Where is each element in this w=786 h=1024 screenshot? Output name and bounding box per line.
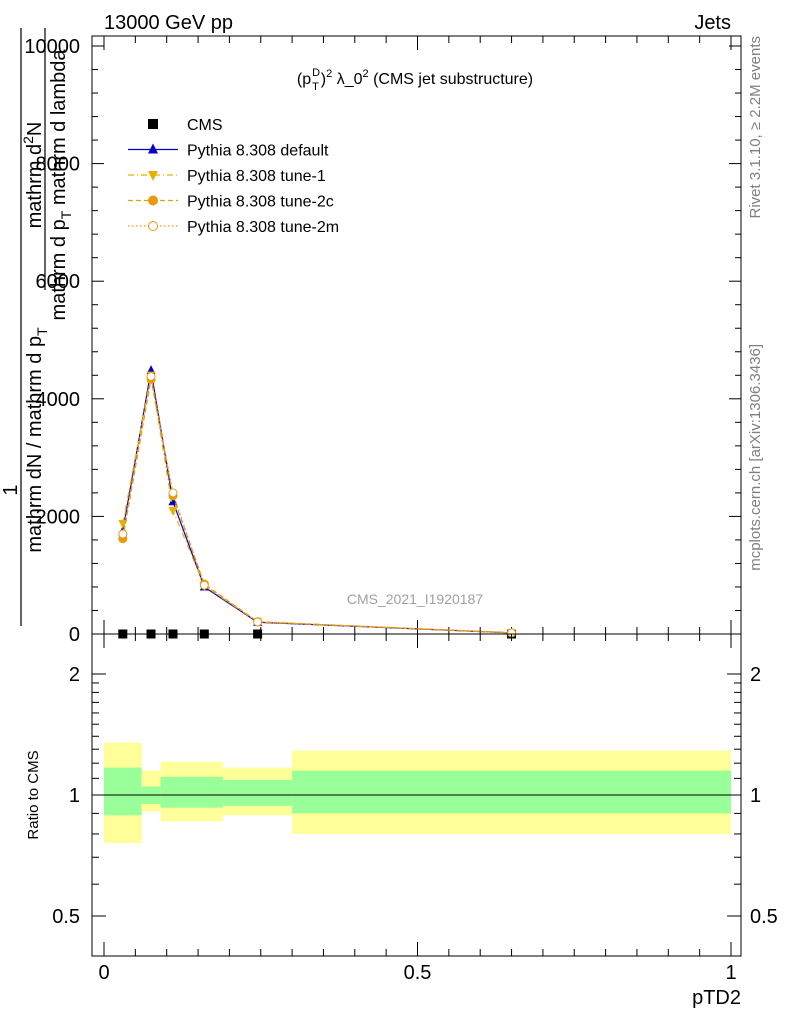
legend-entry: CMS: [148, 117, 223, 134]
data-point: [199, 580, 209, 590]
ratio-y-tick-label-left: 2: [69, 664, 80, 686]
ylabel-denominator: mathrm dN / mathrm d pT: [24, 327, 50, 553]
legend-label: Pythia 8.308 default: [187, 143, 329, 160]
x-axis-label: pTD2: [692, 987, 741, 1009]
ratio-y-tick-label-right: 2: [750, 664, 761, 686]
analysis-watermark: CMS_2021_I1920187: [347, 591, 483, 607]
main-y-tick-label: 0: [69, 624, 80, 646]
main-y-tick-label: 6000: [36, 271, 81, 293]
data-point: [118, 529, 128, 539]
ylabel-numerator-one: 1: [0, 484, 22, 495]
legend-label: CMS: [187, 117, 223, 134]
legend-marker: [148, 195, 158, 206]
ratio-band-inner: [104, 767, 142, 816]
ratio-x-axis: 0 0.5 1: [98, 634, 737, 984]
x-tick-label: 1: [725, 962, 736, 984]
series-layer: [118, 365, 517, 639]
main-y-tick-label: 2000: [36, 506, 81, 528]
ratio-bands: [104, 742, 731, 843]
main-y-tick-label: 4000: [36, 389, 81, 411]
data-point: [168, 496, 178, 506]
legend-entry: Pythia 8.308 tune-2m: [128, 219, 339, 236]
legend-entry: Pythia 8.308 default: [128, 143, 329, 160]
main-y-axis: 0 2000 4000 6000 8000 10000: [24, 36, 741, 646]
legend-marker: [148, 119, 158, 129]
ratio-y-tick-label-left: 0.5: [52, 906, 80, 928]
ylabel-right-numerator: mathrm d2N: [20, 122, 46, 229]
main-y-tick-label: 10000: [24, 36, 80, 58]
ratio-y-axis-label: Ratio to CMS: [25, 750, 42, 839]
ratio-band-inner: [160, 776, 186, 808]
ratio-y-axis: 0.5 0.5 1 1 2 2: [52, 664, 778, 928]
legend-entry: Pythia 8.308 tune-1: [128, 168, 326, 185]
legend-marker: [148, 171, 158, 181]
series-line: [122, 376, 512, 634]
mcplots-label: mcplots.cern.ch [arXiv:1306.3436]: [747, 344, 764, 571]
ylabel-right-denominator: mathrm d pT mathrm d lambda: [48, 49, 74, 321]
series-4: [118, 371, 517, 638]
ratio-band-inner: [292, 770, 731, 814]
rivet-version-label: Rivet 3.1.10, ≥ 2.2M events: [747, 36, 764, 219]
data-point: [253, 617, 263, 627]
header-jets-label: Jets: [694, 12, 731, 34]
header-energy-label: 13000 GeV pp: [104, 12, 233, 34]
legend: CMS Pythia 8.308 default Pythia 8.308 tune…: [128, 117, 339, 236]
legend-label: Pythia 8.308 tune-2m: [187, 219, 339, 236]
legend-marker: [148, 221, 158, 231]
legend-entry: Pythia 8.308 tune-2c: [128, 194, 334, 211]
legend-marker: [148, 143, 158, 154]
data-point: [146, 371, 156, 381]
chart-title: (pD T)2 λ_02 (CMS jet substructure): [297, 67, 533, 93]
ratio-y-tick-label-right: 1: [750, 785, 761, 807]
main-y-tick-label: 8000: [36, 154, 81, 176]
series-line: [122, 375, 512, 634]
series-line: [122, 379, 512, 634]
data-point: [168, 488, 178, 498]
ratio-y-tick-label-left: 1: [69, 785, 80, 807]
ratio-y-tick-label-right: 0.5: [750, 906, 778, 928]
data-point: [168, 506, 178, 516]
legend-label: Pythia 8.308 tune-1: [187, 168, 326, 185]
legend-label: Pythia 8.308 tune-2c: [187, 194, 334, 211]
ratio-band-inner: [223, 779, 293, 806]
main-y-axis-label: 1 mathrm dN / mathrm d pT mathrm d2N mat…: [0, 28, 74, 626]
ratio-band-inner: [185, 776, 224, 808]
x-tick-label: 0: [98, 962, 109, 984]
x-tick-label: 0.5: [404, 962, 432, 984]
